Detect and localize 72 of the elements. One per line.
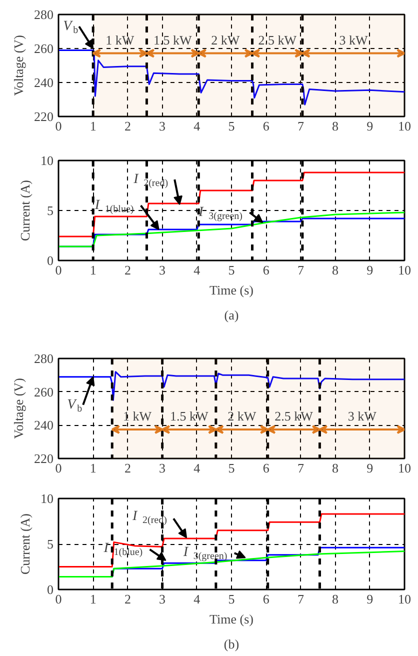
- text: (a): [224, 308, 239, 322]
- x-tick-label: 1: [90, 592, 96, 606]
- x-tick-label: 3: [159, 262, 166, 278]
- x-tick-label: 3: [159, 460, 166, 476]
- x-tick-label: 7: [297, 592, 304, 606]
- x-tick-label: 10: [398, 262, 411, 278]
- band-label: 3 kW: [348, 408, 378, 424]
- y-axis-title: Current (A): [18, 180, 32, 242]
- x-tick-label: 5: [228, 460, 235, 476]
- x-tick-label: 6: [262, 262, 270, 278]
- y-tick-label: 0: [47, 582, 54, 597]
- x-axis-title: Time (s): [210, 282, 254, 298]
- x-tick-label: 5: [228, 262, 235, 278]
- x-tick-label: 4: [194, 460, 201, 476]
- y-axis-title: Voltage (V): [11, 378, 26, 439]
- band-label: 2 kW: [211, 32, 240, 48]
- x-tick-label: 5: [228, 118, 235, 134]
- x-tick-label: 7: [297, 460, 304, 476]
- x-tick-label: 4: [194, 262, 201, 278]
- y-tick-label: 240: [34, 75, 54, 90]
- y-tick-label: 280: [34, 351, 54, 366]
- x-tick-label: 2: [124, 460, 131, 476]
- x-tick-label: 4: [194, 118, 201, 134]
- x-tick-label: 6: [262, 118, 270, 134]
- x-tick-label: 1: [90, 460, 96, 476]
- y-tick-label: 0: [47, 253, 54, 268]
- x-tick-label: 2: [124, 262, 131, 278]
- x-tick-label: 1: [90, 118, 96, 134]
- x-tick-label: 6: [262, 460, 270, 476]
- y-tick-label: 240: [34, 418, 54, 433]
- x-tick-label: 8: [332, 592, 339, 606]
- band-label: 1.5 kW: [170, 408, 209, 424]
- text: (b): [224, 636, 240, 652]
- x-tick-label: 8: [332, 460, 339, 476]
- x-tick-label: 2: [124, 118, 131, 134]
- x-tick-label: 10: [398, 118, 411, 134]
- y-tick-label: 260: [34, 41, 54, 56]
- y-tick-label: 10: [40, 491, 54, 506]
- band-label: 1 kW: [122, 408, 152, 424]
- band-label: 2.5 kW: [258, 32, 298, 48]
- y-tick-label: 220: [34, 451, 54, 466]
- x-tick-label: 1: [90, 262, 96, 278]
- x-tick-label: 3: [159, 592, 166, 606]
- x-tick-label: 9: [366, 118, 374, 134]
- x-tick-label: 6: [262, 592, 270, 606]
- y-tick-label: 260: [34, 384, 54, 400]
- y-tick-label: 220: [34, 109, 54, 124]
- y-tick-label: 5: [47, 536, 54, 552]
- band-label: 1.5 kW: [154, 32, 193, 48]
- x-tick-label: 8: [332, 118, 339, 134]
- x-tick-label: 8: [332, 262, 339, 278]
- x-tick-label: 7: [297, 118, 304, 134]
- x-tick-label: 5: [228, 592, 235, 606]
- band-label: 3 kW: [339, 32, 368, 48]
- x-tick-label: 10: [398, 460, 411, 476]
- x-tick-label: 9: [366, 592, 374, 606]
- x-tick-label: 7: [297, 262, 304, 278]
- x-tick-label: 9: [366, 262, 374, 278]
- x-tick-label: 3: [159, 118, 166, 134]
- x-tick-label: 2: [124, 592, 131, 606]
- band-label: 1 kW: [106, 32, 135, 48]
- x-axis-title: Time (s): [210, 612, 254, 626]
- y-tick-label: 10: [40, 153, 54, 168]
- band-label: 2 kW: [228, 408, 257, 424]
- x-tick-label: 9: [366, 460, 374, 476]
- band-label: 2.5 kW: [274, 408, 314, 424]
- y-axis-title: Current (A): [18, 513, 32, 575]
- x-tick-label: 4: [194, 592, 201, 606]
- y-tick-label: 280: [34, 7, 54, 22]
- y-axis-title: Voltage (V): [11, 35, 26, 96]
- x-tick-label: 10: [398, 592, 411, 606]
- y-tick-label: 5: [47, 203, 54, 218]
